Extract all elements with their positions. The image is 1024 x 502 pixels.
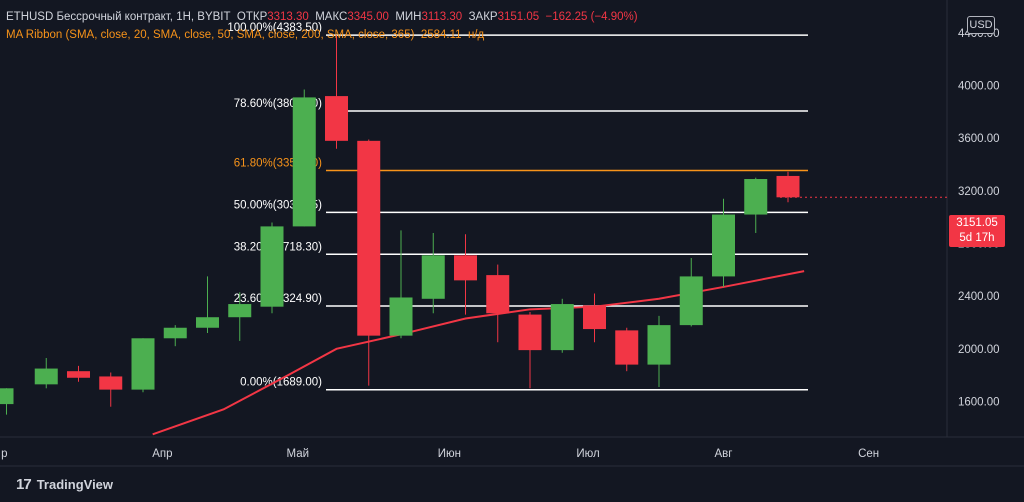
open-label: ОТКР [236, 11, 268, 23]
price-axis-label: 3600.00 [958, 133, 1000, 145]
low-label: МИН [395, 11, 422, 23]
tradingview-wordmark: TradingView [36, 477, 114, 492]
candle-body [228, 304, 252, 318]
time-axis-label: Апр [152, 448, 172, 460]
current-price-tag: 3151.05 5d 17h [949, 215, 1005, 247]
low-value: 3113.30 [421, 11, 463, 23]
price-axis-label: 2000.00 [958, 344, 1000, 356]
candle-body [421, 255, 445, 299]
candle-body [260, 226, 284, 307]
candle-body [34, 368, 58, 385]
candle-body [486, 275, 510, 314]
currency-badge[interactable]: USD [967, 16, 995, 34]
candle-body [712, 214, 735, 277]
candle-body [647, 325, 671, 365]
candle-body [583, 305, 606, 330]
symbol-name[interactable]: ETHUSD Бессрочный контракт, 1Н, BYBIT [6, 11, 231, 23]
tradingview-mark-icon: 17 [16, 476, 32, 493]
price-axis-label: 2400.00 [958, 291, 1000, 303]
candle-body [744, 179, 768, 215]
candle-body [389, 297, 413, 336]
candle-body [518, 314, 542, 351]
time-axis-label: Май [287, 448, 310, 460]
candle-body [99, 376, 123, 390]
ma-na: н/д [467, 29, 485, 41]
candle-body [325, 96, 348, 141]
candle-countdown: 5d 17h [959, 232, 995, 244]
tradingview-logo[interactable]: 17 TradingView [16, 476, 113, 493]
candle-body [550, 304, 574, 351]
candle-body [131, 338, 155, 390]
price-axis-label: 3200.00 [958, 186, 1000, 198]
candle-body [454, 255, 477, 281]
candle-body [679, 276, 703, 326]
candle-body [357, 140, 381, 336]
candle-body [615, 330, 639, 365]
price-axis-label: 4000.00 [958, 81, 1000, 93]
close-label: ЗАКР [468, 11, 498, 23]
fib-level-label: 100.00%(4383.50) [227, 22, 322, 34]
candle-body [0, 388, 14, 405]
candle-body [196, 317, 219, 328]
change-value: −162.25 (−4.90%) [545, 11, 638, 23]
high-label: МАКС [315, 11, 348, 23]
time-axis-label: Сен [858, 448, 879, 460]
time-axis-label: Июл [576, 448, 599, 460]
open-value: 3313.30 [267, 11, 309, 23]
fib-level-label: 0.00%(1689.00) [240, 377, 322, 389]
candle-body [776, 175, 800, 198]
high-value: 3345.00 [347, 11, 389, 23]
ma-value: 2584.11 [420, 29, 462, 41]
ma-label: MA Ribbon (SMA, close, 20, SMA, close, 5… [6, 29, 415, 41]
price-axis-label: 1600.00 [958, 396, 1000, 408]
candle-body [292, 97, 316, 227]
ma-legend-row[interactable]: MA Ribbon (SMA, close, 20, SMA, close, 5… [6, 26, 638, 44]
time-axis-label: Июн [438, 448, 461, 460]
candle-body [67, 371, 90, 378]
close-value: 3151.05 [497, 11, 540, 23]
current-price-value: 3151.05 [956, 217, 998, 229]
symbol-legend-row: ETHUSD Бессрочный контракт, 1Н, BYBIT ОТ… [6, 8, 638, 26]
candle-body [163, 327, 187, 339]
time-axis-label: Авг [715, 448, 733, 460]
chart-legend: ETHUSD Бессрочный контракт, 1Н, BYBIT ОТ… [6, 8, 638, 44]
time-axis-label: р [1, 448, 7, 460]
